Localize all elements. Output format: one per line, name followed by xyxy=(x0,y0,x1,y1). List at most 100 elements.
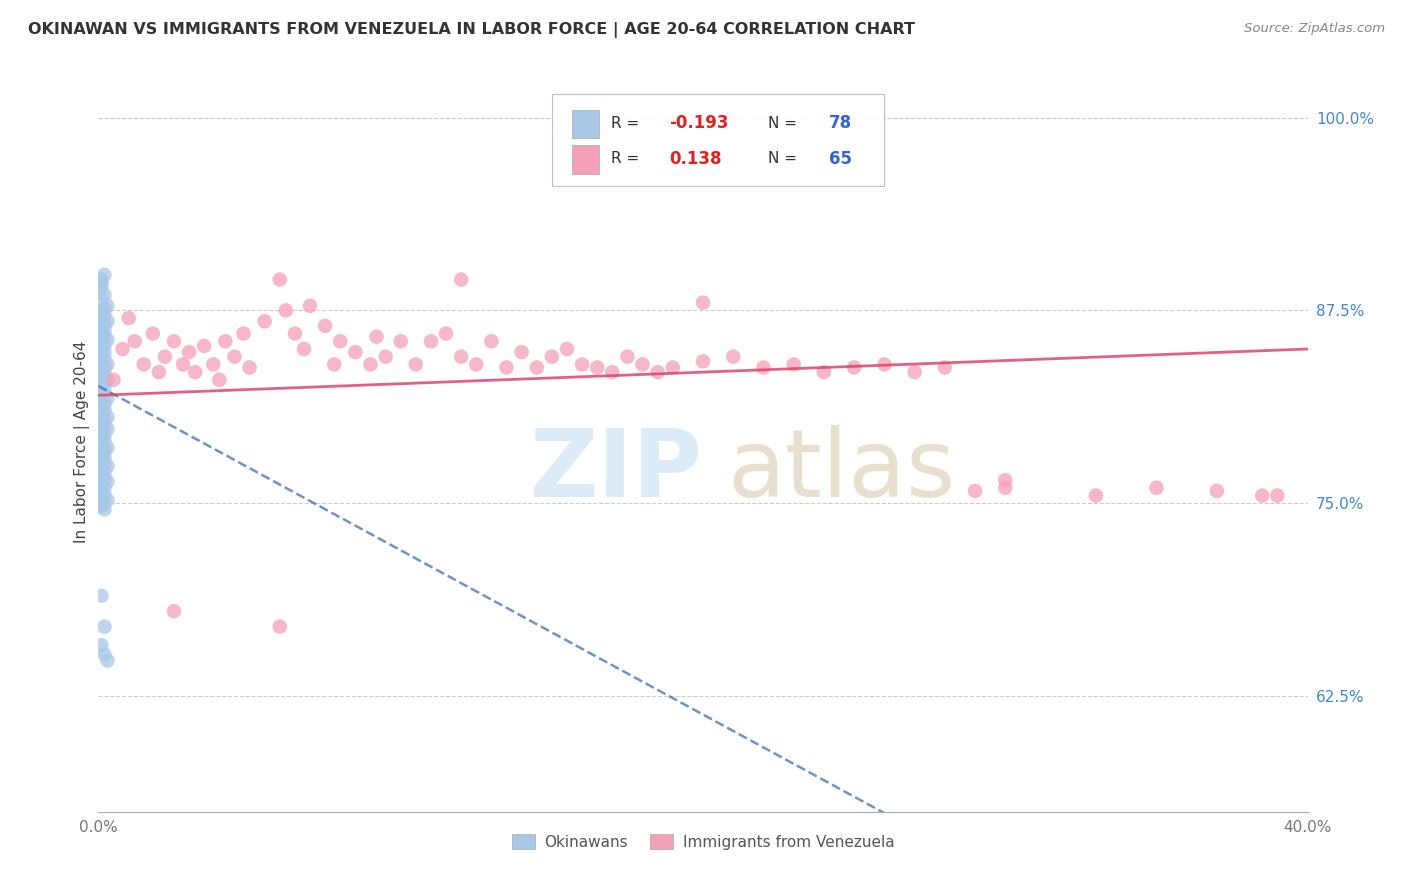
Point xyxy=(783,358,806,372)
Text: 78: 78 xyxy=(828,114,852,132)
Point xyxy=(93,648,115,662)
Point xyxy=(90,320,112,334)
Point xyxy=(96,475,118,489)
Point xyxy=(93,472,115,486)
Point xyxy=(93,428,115,442)
Point xyxy=(93,481,115,495)
Point xyxy=(93,502,115,516)
Bar xyxy=(572,145,599,174)
Point xyxy=(616,350,638,364)
Point xyxy=(284,326,307,341)
Point xyxy=(142,326,165,341)
Point xyxy=(96,654,118,668)
Point xyxy=(90,394,112,409)
Point xyxy=(844,360,866,375)
Point xyxy=(93,419,115,434)
Y-axis label: In Labor Force | Age 20-64: In Labor Force | Age 20-64 xyxy=(75,341,90,542)
Point xyxy=(208,373,231,387)
Point xyxy=(179,345,201,359)
Point xyxy=(450,350,472,364)
Point xyxy=(647,365,669,379)
Point xyxy=(631,358,654,372)
Point xyxy=(96,392,118,406)
Point xyxy=(90,453,112,467)
Point xyxy=(344,345,367,359)
Point xyxy=(323,358,346,372)
Text: N =: N = xyxy=(768,116,803,131)
Point xyxy=(994,473,1017,487)
Text: atlas: atlas xyxy=(727,425,956,517)
Text: OKINAWAN VS IMMIGRANTS FROM VENEZUELA IN LABOR FORCE | AGE 20-64 CORRELATION CHA: OKINAWAN VS IMMIGRANTS FROM VENEZUELA IN… xyxy=(28,22,915,38)
Point xyxy=(1144,481,1167,495)
Point xyxy=(1267,489,1289,503)
Point xyxy=(90,276,112,290)
Point xyxy=(723,350,745,364)
Point xyxy=(93,308,115,322)
Point xyxy=(193,339,215,353)
Point xyxy=(90,432,112,446)
Point xyxy=(90,311,112,326)
Point xyxy=(93,398,115,412)
Point xyxy=(934,360,956,375)
Point xyxy=(1251,489,1274,503)
Point xyxy=(96,358,118,372)
Point xyxy=(224,350,246,364)
Point xyxy=(93,456,115,470)
Point xyxy=(184,365,207,379)
Point xyxy=(93,450,115,464)
Point xyxy=(93,351,115,366)
Point xyxy=(965,483,987,498)
Point xyxy=(90,589,112,603)
Point xyxy=(495,360,517,375)
Point xyxy=(93,434,115,449)
Point xyxy=(93,376,115,390)
Point xyxy=(93,367,115,381)
Point xyxy=(90,369,112,384)
Point xyxy=(90,477,112,491)
Point xyxy=(90,342,112,356)
Point xyxy=(692,354,714,368)
Point xyxy=(450,272,472,286)
Point xyxy=(232,326,254,341)
Point xyxy=(96,459,118,474)
Point xyxy=(96,441,118,455)
Point xyxy=(90,363,112,377)
Point xyxy=(692,295,714,310)
Bar xyxy=(572,110,599,138)
Point xyxy=(90,272,112,286)
Point xyxy=(93,329,115,343)
Point xyxy=(752,360,775,375)
Point xyxy=(93,487,115,501)
Point xyxy=(904,365,927,379)
Point xyxy=(90,348,112,362)
Point xyxy=(465,358,488,372)
Point xyxy=(93,324,115,338)
Point xyxy=(90,468,112,483)
Point xyxy=(873,358,896,372)
Point xyxy=(292,342,315,356)
Text: 0.138: 0.138 xyxy=(669,150,721,168)
Point xyxy=(148,365,170,379)
Point xyxy=(96,333,118,347)
Point xyxy=(405,358,427,372)
Point xyxy=(90,354,112,368)
Point xyxy=(90,490,112,504)
Point xyxy=(90,500,112,514)
Point xyxy=(93,466,115,480)
Text: ZIP: ZIP xyxy=(530,425,703,517)
Point xyxy=(1206,483,1229,498)
Point xyxy=(510,345,533,359)
Point xyxy=(96,373,118,387)
Point xyxy=(434,326,457,341)
Point xyxy=(93,403,115,417)
Point xyxy=(93,301,115,316)
Point xyxy=(90,401,112,415)
Point xyxy=(90,462,112,476)
Point xyxy=(93,619,115,633)
Point xyxy=(93,360,115,375)
Point xyxy=(90,305,112,319)
Point xyxy=(93,268,115,282)
Point xyxy=(540,350,562,364)
Point xyxy=(90,326,112,341)
Point xyxy=(813,365,835,379)
